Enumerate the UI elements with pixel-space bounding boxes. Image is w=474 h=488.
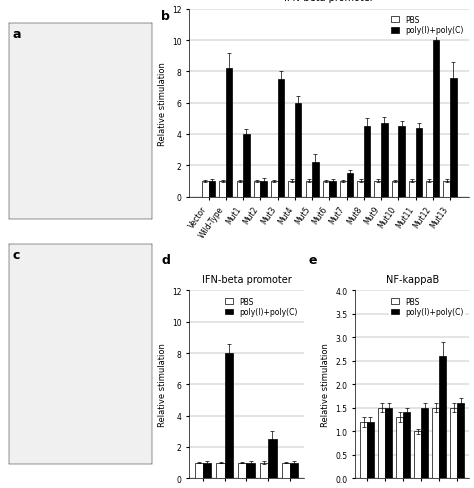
Bar [396,417,403,478]
Bar [194,463,203,478]
Bar [323,182,329,197]
Bar [392,182,398,197]
Bar [378,408,385,478]
Bar [421,408,428,478]
Bar [403,413,410,478]
Bar [381,124,388,197]
Bar [237,182,243,197]
Bar [271,182,278,197]
Bar [346,174,353,197]
Bar [226,69,232,197]
Bar [357,182,364,197]
Bar [260,182,267,197]
Title: IFN-beta promoter: IFN-beta promoter [284,0,374,3]
Bar [367,422,374,478]
Y-axis label: Relative stimulation: Relative stimulation [157,61,166,145]
Bar [439,356,446,478]
Bar [312,163,319,197]
Bar [243,135,250,197]
Bar [364,127,370,197]
Bar [414,431,421,478]
Text: c: c [12,248,20,262]
Bar [306,182,312,197]
Y-axis label: Relative stimulation: Relative stimulation [157,343,166,427]
Bar [260,463,268,478]
Bar [246,463,255,478]
Bar [238,463,246,478]
Bar [385,408,392,478]
Text: a: a [12,28,21,41]
Bar [416,128,422,197]
Bar [290,463,299,478]
Bar [209,182,215,197]
Bar [409,182,416,197]
Bar [254,182,260,197]
Bar [398,127,405,197]
Bar [295,103,301,197]
Bar [329,182,336,197]
Bar [282,463,290,478]
Bar [219,182,226,197]
Bar [432,408,439,478]
Title: NF-kappaB: NF-kappaB [385,275,439,285]
Text: b: b [161,10,170,23]
Bar [444,182,450,197]
Bar [426,182,433,197]
Bar [202,182,209,197]
Bar [340,182,346,197]
Bar [216,463,225,478]
Bar [450,408,457,478]
Legend: PBS, poly(I)+poly(C): PBS, poly(I)+poly(C) [223,295,300,319]
Text: e: e [308,254,317,267]
Bar [278,80,284,197]
Text: d: d [161,254,170,267]
Bar [225,353,233,478]
Legend: PBS, poly(I)+poly(C): PBS, poly(I)+poly(C) [389,14,465,38]
Y-axis label: Relative stimulation: Relative stimulation [321,343,330,427]
Bar [288,182,295,197]
Bar [374,182,381,197]
Bar [203,463,211,478]
Legend: PBS, poly(I)+poly(C): PBS, poly(I)+poly(C) [389,295,465,319]
Title: IFN-beta promoter: IFN-beta promoter [201,275,292,285]
Bar [450,79,456,197]
Bar [268,439,277,478]
Bar [433,41,439,197]
Bar [457,403,464,478]
Bar [360,422,367,478]
